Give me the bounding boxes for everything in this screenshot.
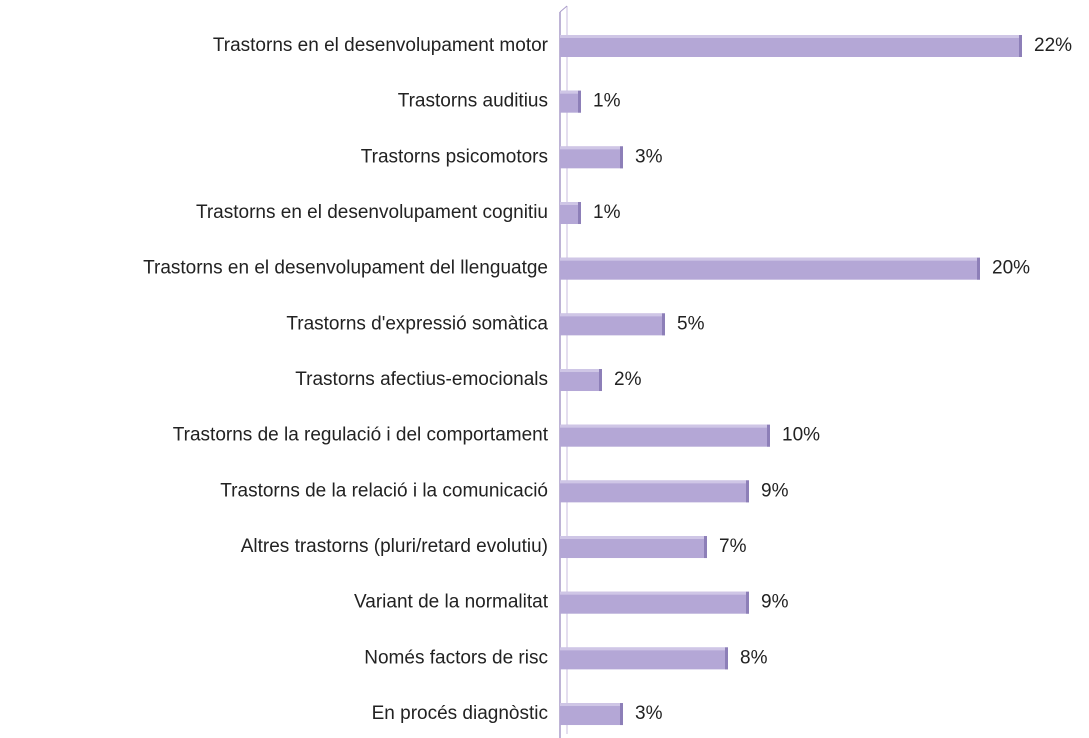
value-label: 22% — [1034, 35, 1072, 56]
category-label: Trastorns afectius-emocionals — [295, 369, 548, 390]
category-label: Trastorns auditius — [398, 91, 548, 112]
value-label: 8% — [740, 647, 768, 668]
value-label: 1% — [593, 202, 621, 223]
bar-top — [560, 424, 770, 428]
category-label: Altres trastorns (pluri/retard evolutiu) — [241, 536, 548, 557]
bar-top — [560, 536, 707, 540]
bar-top — [560, 369, 602, 373]
category-label: Trastorns en el desenvolupament motor — [213, 35, 549, 56]
bar — [560, 591, 749, 614]
bar-end — [662, 313, 665, 336]
bar-top — [560, 90, 581, 94]
bar — [560, 703, 623, 726]
value-label: 1% — [593, 91, 621, 112]
category-label: Trastorns de la regulació i del comporta… — [173, 425, 549, 446]
bar-top — [560, 591, 749, 595]
value-label: 7% — [719, 536, 747, 557]
value-label: 3% — [635, 146, 663, 167]
category-label: Trastorns d'expressió somàtica — [286, 313, 548, 334]
bar-end — [746, 591, 749, 614]
value-label: 10% — [782, 425, 820, 446]
bar-top — [560, 703, 623, 707]
value-label: 2% — [614, 369, 642, 390]
bar — [560, 257, 980, 280]
axis-depth — [559, 5, 568, 13]
value-label: 9% — [761, 480, 789, 501]
bar — [560, 480, 749, 503]
value-label: 5% — [677, 313, 705, 334]
bar-end — [578, 202, 581, 225]
value-label: 9% — [761, 592, 789, 613]
value-label: 3% — [635, 703, 663, 724]
bar — [560, 536, 707, 559]
bar — [560, 202, 581, 225]
category-label: Només factors de risc — [364, 647, 548, 668]
bar — [560, 90, 581, 113]
bar — [560, 424, 770, 447]
bar-top — [560, 146, 623, 150]
bar-end — [1019, 35, 1022, 57]
bar-end — [704, 536, 707, 559]
category-label: Trastorns de la relació i la comunicació — [220, 480, 548, 501]
bar-end — [620, 146, 623, 169]
bar — [560, 313, 665, 336]
category-label: Trastorns en el desenvolupament del llen… — [143, 258, 548, 279]
bar-end — [746, 480, 749, 503]
bar — [560, 647, 728, 670]
bar — [560, 146, 623, 169]
bar-end — [767, 424, 770, 447]
bar-top — [560, 35, 1022, 38]
bar-top — [560, 313, 665, 317]
category-label: Variant de la normalitat — [354, 592, 549, 613]
category-label: Trastorns en el desenvolupament cognitiu — [196, 202, 548, 223]
value-label: 20% — [992, 258, 1030, 279]
category-label: Trastorns psicomotors — [361, 146, 548, 167]
bar-end — [977, 257, 980, 280]
category-label: En procés diagnòstic — [372, 703, 548, 724]
bar-top — [560, 202, 581, 206]
bar-end — [599, 369, 602, 392]
bar-top — [560, 480, 749, 484]
bar-end — [578, 90, 581, 113]
bar-top — [560, 647, 728, 651]
bar-end — [725, 647, 728, 670]
bar — [560, 369, 602, 392]
bar — [560, 35, 1022, 57]
bar-top — [560, 257, 980, 261]
bar-end — [620, 703, 623, 726]
